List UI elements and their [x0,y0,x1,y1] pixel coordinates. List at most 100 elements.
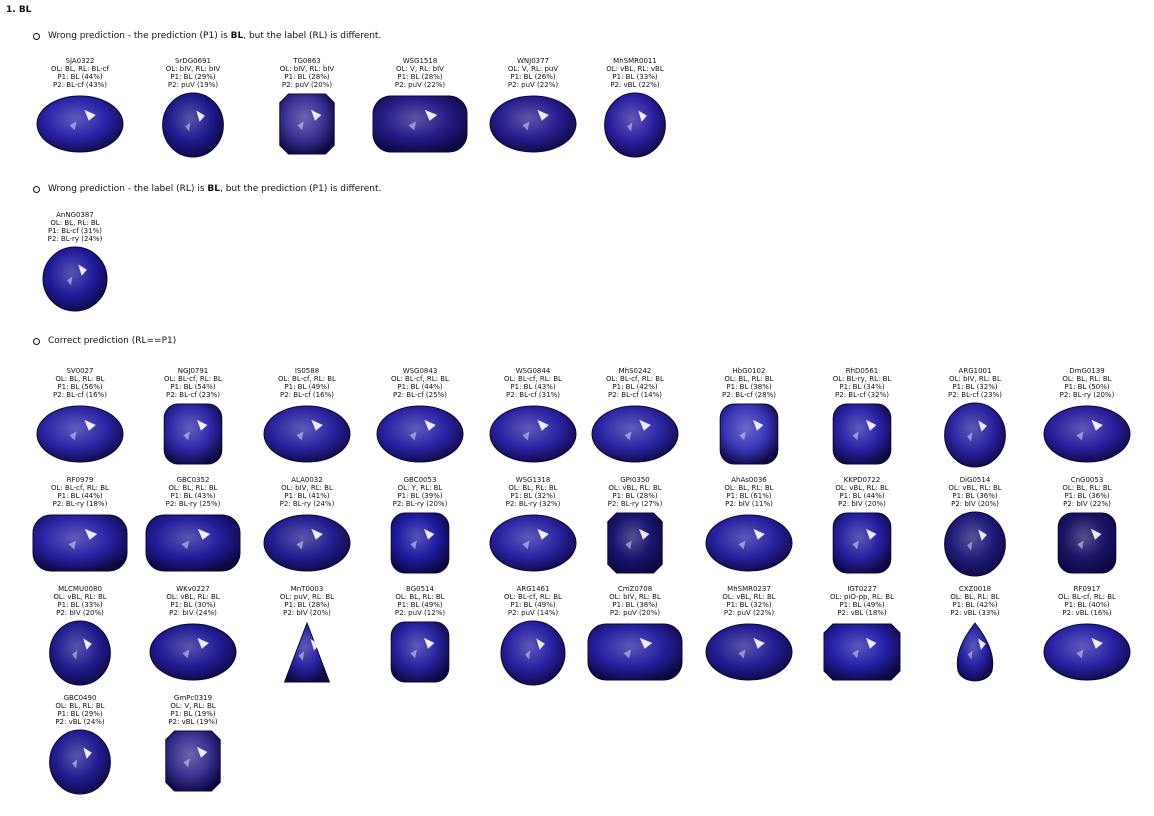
gem-image [165,730,221,792]
gem-body [604,92,666,158]
gem-p2: P2: bIV (11%) [725,500,773,508]
bullet-icon [33,337,40,345]
gem-highlight [424,637,435,649]
gem-id: NGJ0791 [177,367,209,375]
gem-image [36,95,124,153]
gem-card: AnNG0387 OL: BL, RL: BL P1: BL-cf (31%) P2:… [19,211,131,312]
gem-card: GBC0352 OL: BL, RL: BL P1: BL (43%) P2: BL-… [137,476,249,575]
gem-p2: P2: bIV (22%) [1063,500,1111,508]
gem-highlight [83,747,92,759]
gem-body [279,93,335,155]
gem-p1: P1: BL (42%) [612,383,658,391]
gem-highlight [978,420,987,432]
gem-id: GBC0352 [176,476,210,484]
gem-p1: P1: BL (36%) [952,492,998,500]
section-1-title: Wrong prediction - the prediction (P1) i… [33,31,381,41]
gem-caption: SV0027 OL: BL, RL: BL P1: BL (56%) P2: BL-c… [24,367,136,399]
gem-p2: P2: BL-ry (24%) [279,500,335,508]
gem-ol: OL: BL-cf, RL: BL [391,375,449,383]
gem-highlight [424,419,436,431]
gem-card: IGT0227 OL: piO-pp, RL: BL P1: BL (49%) P2:… [806,585,918,684]
gem-highlight [1091,528,1102,540]
gem-p1: P1: BL (28%) [612,492,658,500]
gem-ol: OL: vBL, RL: BL [835,484,889,492]
gem-card: WSG0843 OL: BL-cf, RL: BL P1: BL (44%) P2: … [364,367,476,466]
gem-ol: OL: BL-cf, RL: BL [504,375,562,383]
gem-card: SrDG0691 OL: bIV, RL: bIV P1: BL (29%) P2: … [137,57,249,158]
gem-id: SV0027 [66,367,94,375]
gem-body [165,730,221,792]
gem-card: BG0514 OL: BL, RL: BL P1: BL (49%) P2: puV … [364,585,476,684]
gem-image [149,623,237,681]
gem-highlight [182,649,190,659]
gem-card: NGJ0791 OL: BL-cf, RL: BL P1: BL (54%) P2: … [137,367,249,466]
gem-highlight [69,121,77,131]
gem-ol: OL: BL, RL: BL [950,593,1000,601]
gem-body [163,403,223,465]
gem-card: SJA0322 OL: BL, RL: BL-cf P1: BL (44%) P2: … [24,57,136,156]
gem-p1: P1: BL (49%) [397,601,443,609]
gem-highlight [522,121,530,131]
gem-body [705,623,793,681]
gem-id: ALA0032 [291,476,323,484]
gem-ol: OL: Y, RL: BL [397,484,443,492]
gem-highlight [197,746,208,758]
gem-caption: MhS0242 OL: BL-cf, RL: BL P1: BL (42%) P2: … [579,367,691,399]
gem-caption: NGJ0791 OL: BL-cf, RL: BL P1: BL (54%) P2: … [137,367,249,399]
gem-p2: P2: vBL (22%) [610,81,660,89]
gem-highlight [753,528,765,540]
gem-id: WSG1318 [515,476,551,484]
gem-body [944,402,1006,468]
gem-image [390,512,450,574]
gem-highlight [1076,649,1084,659]
gem-image [283,621,331,683]
gem-caption: CmZ0708 OL: bIV, RL: BL P1: BL (38%) P2: pu… [579,585,691,617]
gem-highlight [310,639,320,651]
gem-ol: OL: BL-cf, RL: BL [1058,593,1116,601]
gem-p2: P2: vBL (19%) [168,718,218,726]
gem-highlight [72,759,78,769]
gem-body [587,623,683,681]
gem-p1: P1: BL (19%) [170,710,216,718]
gem-caption: SJA0322 OL: BL, RL: BL-cf P1: BL (44%) P2: … [24,57,136,89]
gem-card: GPI0350 OL: vBL, RL: BL P1: BL (28%) P2: BL… [579,476,691,575]
gem-id: RhD0561 [845,367,879,375]
gem-p1: P1: BL (43%) [510,383,556,391]
gem-p2: P2: BL-cf (23%) [948,391,1002,399]
gem-caption: HbG0102 OL: BL, RL: BL P1: BL (38%) P2: BL-… [693,367,805,399]
gem-id: CnG0053 [1070,476,1104,484]
gem-p2: P2: puV (20%) [281,81,333,89]
gem-p2: P2: bIV (20%) [283,609,331,617]
gem-ol: OL: bIV, RL: BL [281,484,333,492]
gem-highlight [639,528,650,540]
gem-p1: P1: BL (32%) [726,601,772,609]
gem-highlight [311,109,322,121]
gem-ol: OL: BL-cf, RL: BL [606,375,664,383]
gem-card: RF0979 OL: BL-cf, RL: BL P1: BL (44%) P2: B… [24,476,136,575]
gem-highlight [866,637,877,649]
gem-p2: P2: bIV (20%) [56,609,104,617]
gem-p1: P1: BL (28%) [284,73,330,81]
gem-highlight [78,264,87,276]
gem-highlight [537,528,549,540]
gem-highlight [67,276,73,286]
gem-highlight [197,419,208,431]
gem-p2: P2: puV (12%) [394,609,446,617]
gem-caption: GmPc0319 OL: V, RL: BL P1: BL (19%) P2: vBL… [137,694,249,726]
gem-card: WSG1518 OL: V, RL: bIV P1: BL (28%) P2: puV… [364,57,476,156]
gem-ol: OL: V, RL: puV [507,65,559,73]
gem-p2: P2: BL-cf (32%) [835,391,889,399]
gem-highlight [298,651,305,661]
gem-ol: OL: BL, RL: BL [55,375,105,383]
gem-card: MhS0242 OL: BL-cf, RL: BL P1: BL (42%) P2: … [579,367,691,466]
gem-image [944,511,1006,577]
gem-card: WKv0227 OL: vBL, RL: BL P1: BL (30%) P2: bI… [137,585,249,684]
gem-p2: P2: puV (22%) [723,609,775,617]
gem-p2: P2: vBL (24%) [55,718,105,726]
gem-id: GBC0490 [63,694,97,702]
gem-card: SV0027 OL: BL, RL: BL P1: BL (56%) P2: BL-c… [24,367,136,466]
gem-ol: OL: vBL, RL: BL [722,593,776,601]
gem-p1: P1: BL (33%) [57,601,103,609]
gem-highlight [296,540,304,550]
gem-id: AnNG0387 [56,211,94,219]
